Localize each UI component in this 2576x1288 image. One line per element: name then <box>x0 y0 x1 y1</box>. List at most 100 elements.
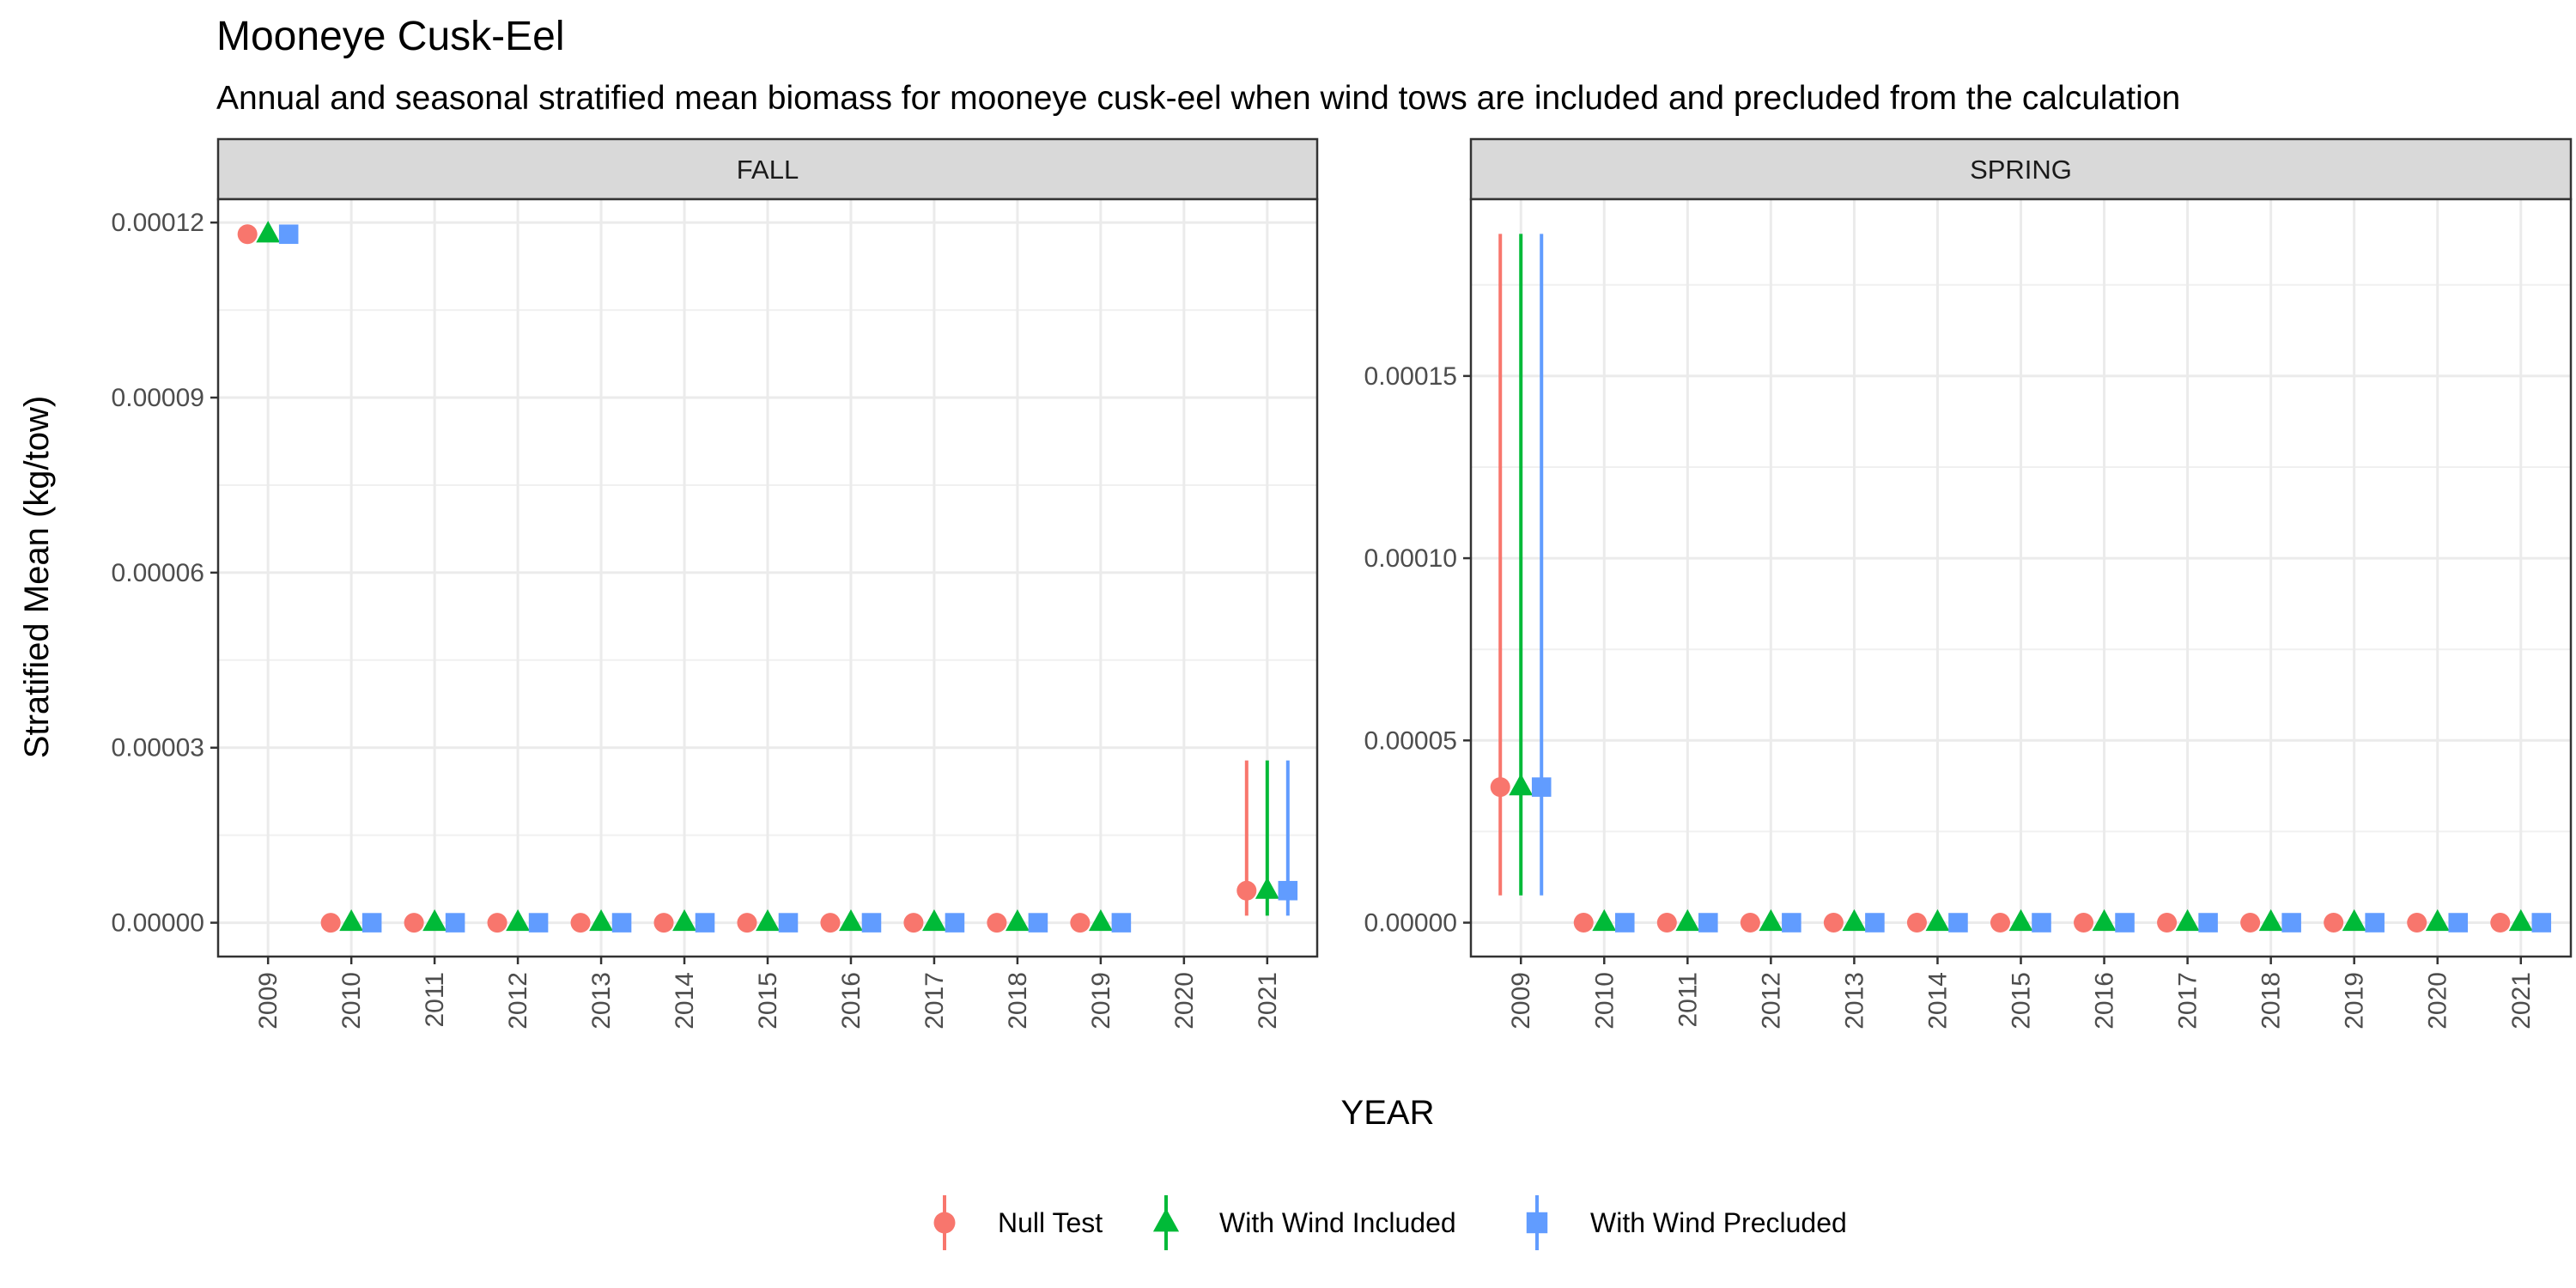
data-point <box>1842 908 1867 932</box>
x-tick-label: 2009 <box>254 972 283 1030</box>
data-point <box>2342 908 2366 932</box>
y-tick-label: 0.00000 <box>112 909 204 938</box>
panel-border <box>216 197 1319 958</box>
x-tick-label: 2020 <box>2424 972 2452 1030</box>
facet-strip-label: FALL <box>737 155 799 185</box>
x-tick-label: 2011 <box>421 972 449 1028</box>
data-point <box>1088 908 1113 932</box>
data-point <box>278 224 299 245</box>
x-tick-label: 2011 <box>1674 972 1702 1028</box>
data-point <box>1675 908 1700 932</box>
x-tick-label: 2012 <box>1757 972 1785 1030</box>
x-tick-label: 2017 <box>920 972 949 1030</box>
data-point <box>422 908 447 932</box>
y-tick-label: 0.00006 <box>112 559 204 587</box>
data-point <box>820 913 841 933</box>
panel-border <box>1469 197 2573 958</box>
data-point <box>445 913 465 933</box>
x-tick-label: 2014 <box>671 972 699 1030</box>
x-tick-label: 2009 <box>1507 972 1535 1030</box>
data-point <box>2281 913 2301 933</box>
legend-key-square <box>1526 1212 1548 1234</box>
data-point <box>653 913 674 933</box>
data-point <box>589 908 613 932</box>
data-point <box>611 913 632 933</box>
x-tick-label: 2018 <box>1004 972 1032 1030</box>
data-point <box>2198 913 2218 933</box>
legend: Null Test With Wind Included With Wind Pre… <box>933 1195 1847 1250</box>
data-point <box>2157 913 2178 933</box>
data-point <box>339 908 364 932</box>
data-point <box>1005 908 1030 932</box>
y-axis-title: Stratified Mean (kg/tow) <box>18 396 56 758</box>
data-point <box>1925 908 1950 932</box>
legend-key-circle <box>933 1212 956 1234</box>
data-point <box>2490 913 2511 933</box>
data-point <box>256 221 281 243</box>
data-point <box>1255 877 1279 899</box>
data-point <box>672 908 696 932</box>
data-point <box>1592 908 1617 932</box>
data-point <box>1990 913 2011 933</box>
y-tick-label: 0.00000 <box>1364 909 1457 938</box>
y-tick-label: 0.00015 <box>1364 362 1457 391</box>
data-point <box>1070 913 1091 933</box>
legend-label: With Wind Included <box>1219 1207 1456 1238</box>
data-point <box>839 908 863 932</box>
panel-spring: SPRING 0.00000 0.00005 0.00010 0.00015 2009 20… <box>1364 137 2573 1030</box>
x-tick-label: 2020 <box>1170 972 1199 1030</box>
data-point <box>1531 777 1552 797</box>
data-point <box>987 913 1007 933</box>
data-point <box>2448 913 2469 933</box>
x-tick-label: 2012 <box>504 972 532 1030</box>
data-point <box>2324 913 2344 933</box>
data-point <box>1656 913 1677 933</box>
data-point <box>737 913 757 933</box>
data-point <box>2115 913 2135 933</box>
x-tick-label: 2018 <box>2257 972 2286 1030</box>
x-axis-title: YEAR <box>1341 1094 1435 1132</box>
x-tick-label: 2013 <box>587 972 616 1030</box>
data-point <box>1028 913 1048 933</box>
data-point <box>1278 880 1298 901</box>
x-tick-label: 2015 <box>754 972 782 1030</box>
data-point <box>756 908 780 932</box>
data-point <box>861 913 882 933</box>
y-tick-label: 0.00005 <box>1364 726 1457 755</box>
chart-subtitle: Annual and seasonal stratified mean biom… <box>216 80 2180 117</box>
data-point <box>695 913 715 933</box>
data-point <box>1782 913 1801 933</box>
data-point <box>1509 774 1534 796</box>
data-point <box>1823 913 1844 933</box>
panel-fall: FALL 0.00000 0.00003 0.00006 0.00009 0.00012 2… <box>112 137 1319 1030</box>
data-point <box>2008 908 2033 932</box>
y-tick-label: 0.00003 <box>112 734 204 762</box>
data-point <box>487 913 507 933</box>
chart-title: Mooneye Cusk-Eel <box>216 14 565 59</box>
legend-item: With Wind Precluded <box>1526 1195 1847 1250</box>
y-tick-label: 0.00009 <box>112 384 204 412</box>
data-point <box>2531 913 2552 933</box>
legend-item: Null Test <box>933 1195 1103 1250</box>
facet-strip <box>216 137 1319 201</box>
x-tick-label: 2016 <box>2091 972 2119 1030</box>
legend-label: Null Test <box>998 1207 1103 1238</box>
data-point <box>1948 913 1968 933</box>
data-point <box>1614 913 1635 933</box>
data-point <box>2092 908 2117 932</box>
y-tick-label: 0.00012 <box>112 209 204 237</box>
data-point <box>237 224 258 245</box>
data-point <box>2365 913 2385 933</box>
data-point <box>1740 913 1760 933</box>
data-point <box>2175 908 2200 932</box>
legend-item: With Wind Included <box>1152 1195 1456 1250</box>
data-point <box>922 908 946 932</box>
x-tick-label: 2019 <box>1087 972 1115 1030</box>
data-point <box>1236 880 1257 901</box>
data-point <box>404 913 424 933</box>
x-tick-label: 2015 <box>2008 972 2036 1030</box>
x-tick-label: 2021 <box>1254 972 1282 1030</box>
data-point <box>778 913 799 933</box>
data-point <box>2240 913 2261 933</box>
data-point <box>1698 913 1718 933</box>
